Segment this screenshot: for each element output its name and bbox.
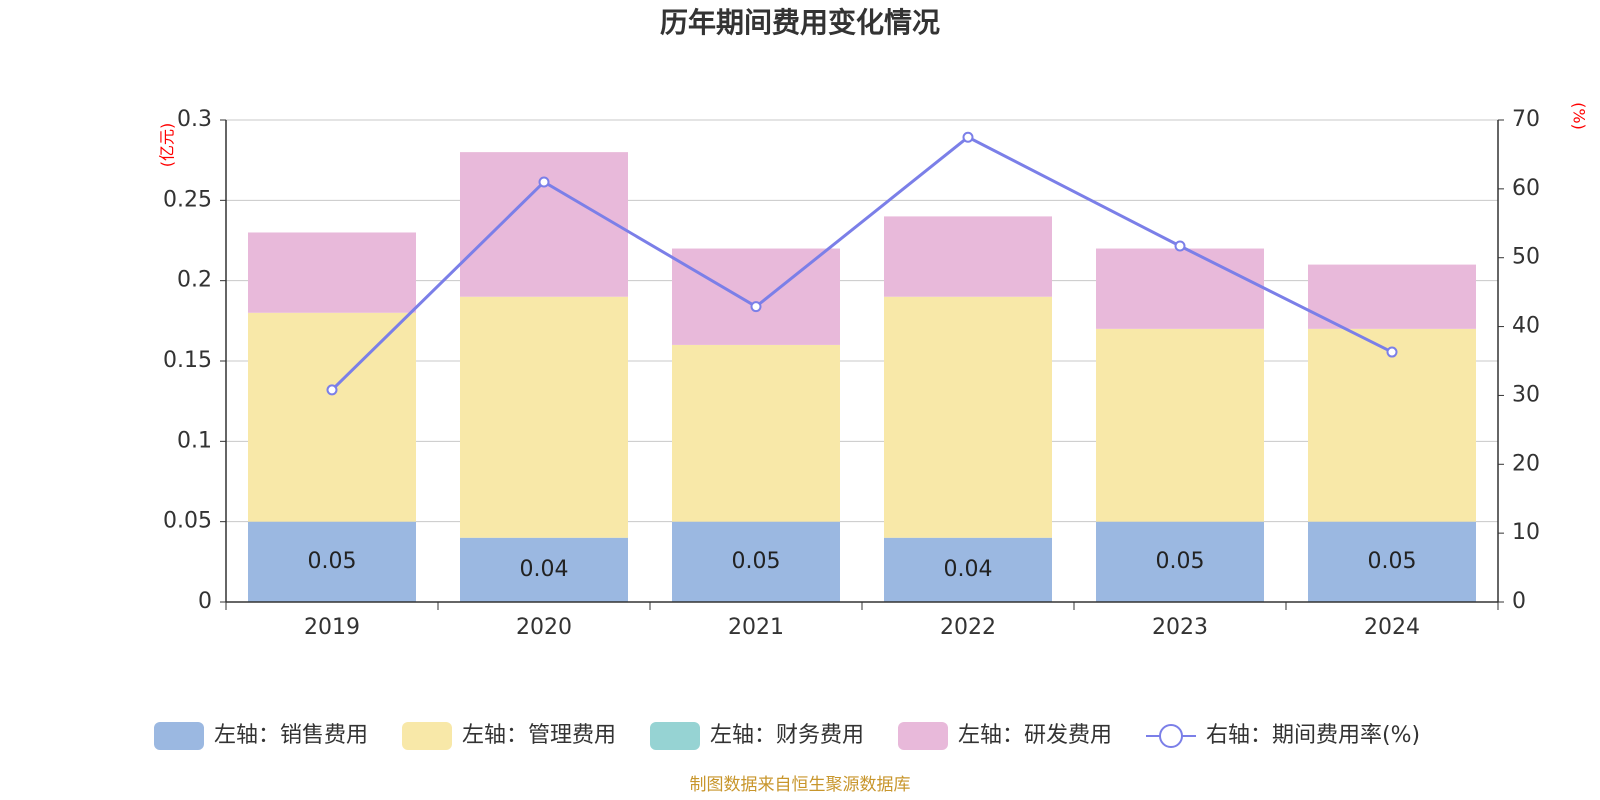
legend-label: 右轴：期间费用率(%) <box>1206 723 1420 748</box>
bar-segment <box>248 312 416 522</box>
bars: 0.05 0.04 0.05 0.04 0.05 0.05 <box>248 152 1476 602</box>
legend-swatch <box>898 722 948 750</box>
legend-label: 左轴：财务费用 <box>710 723 864 748</box>
bar-segment <box>884 216 1052 297</box>
legend-marker <box>1159 724 1183 748</box>
bar-segment <box>1308 264 1476 329</box>
bar-value-label: 0.05 <box>1368 549 1417 574</box>
right-tick-label: 10 <box>1512 520 1540 545</box>
bar-segment <box>1096 521 1264 602</box>
bar-segment <box>672 521 840 602</box>
bar-segment <box>884 537 1052 602</box>
left-tick-label: 0 <box>198 589 212 614</box>
legend-label: 左轴：研发费用 <box>958 723 1112 748</box>
x-tick-label: 2019 <box>304 615 360 640</box>
bar-value-label: 0.04 <box>520 557 569 582</box>
rate-point <box>1174 240 1186 252</box>
bar-segment <box>1096 328 1264 522</box>
rate-point <box>962 131 974 143</box>
left-tick-label: 0.15 <box>163 348 212 373</box>
left-tick-label: 0.2 <box>177 268 212 293</box>
x-tick-label: 2024 <box>1364 615 1420 640</box>
x-tick-label: 2022 <box>940 615 996 640</box>
right-tick-label: 60 <box>1512 176 1540 201</box>
bar-segment <box>1308 328 1476 522</box>
grid-lines <box>226 119 1498 523</box>
bar-segment <box>248 521 416 602</box>
bar-segment <box>460 152 628 297</box>
bar-value-label: 0.04 <box>944 557 993 582</box>
right-tick-label: 0 <box>1512 589 1526 614</box>
x-tick-label: 2021 <box>728 615 784 640</box>
bar-value-label: 0.05 <box>732 549 781 574</box>
x-tick-label: 2023 <box>1152 615 1208 640</box>
legend-swatch <box>650 722 700 750</box>
legend-label: 左轴：销售费用 <box>214 723 368 748</box>
rate-point <box>326 384 338 396</box>
bar-segment <box>248 232 416 313</box>
left-axis-unit: (亿元) <box>158 123 177 168</box>
axes: 0 0.05 0.1 0.15 0.2 0.25 0.3 0 10 20 30 40 50 60 70 201… <box>163 107 1540 640</box>
legend-swatch <box>154 722 204 750</box>
bar-segment <box>460 537 628 602</box>
left-tick-label: 0.3 <box>177 107 212 132</box>
bar-segment <box>672 344 840 522</box>
bar-segment <box>1308 521 1476 602</box>
bar-segment <box>460 296 628 538</box>
rate-line-path <box>330 135 1393 391</box>
bar-segment <box>1096 248 1264 329</box>
left-tick-label: 0.1 <box>177 428 212 453</box>
bar-segment <box>884 296 1052 538</box>
left-tick-label: 0.25 <box>163 187 212 212</box>
bar-value-label: 0.05 <box>1156 549 1205 574</box>
legend-swatch <box>402 722 452 750</box>
legend: 左轴：销售费用 左轴：管理费用 左轴：财务费用 左轴：研发费用 右轴：期间费用率(%) <box>154 722 1420 750</box>
right-axis-unit: (%) <box>1570 102 1589 130</box>
rate-point <box>750 301 762 313</box>
x-tick-label: 2020 <box>516 615 572 640</box>
bar-segment <box>672 248 840 345</box>
left-tick-label: 0.05 <box>163 509 212 534</box>
right-tick-label: 30 <box>1512 382 1540 407</box>
bar-value-label: 0.05 <box>308 549 357 574</box>
right-tick-label: 20 <box>1512 451 1540 476</box>
rate-line <box>326 131 1398 396</box>
source-note: 制图数据来自恒生聚源数据库 <box>690 775 911 795</box>
legend-label: 左轴：管理费用 <box>462 723 616 748</box>
rate-point <box>538 176 550 188</box>
rate-point <box>1386 346 1398 358</box>
chart-title: 历年期间费用变化情况 <box>660 6 940 39</box>
right-tick-label: 40 <box>1512 314 1540 339</box>
right-tick-label: 50 <box>1512 245 1540 270</box>
right-tick-label: 70 <box>1512 107 1540 132</box>
